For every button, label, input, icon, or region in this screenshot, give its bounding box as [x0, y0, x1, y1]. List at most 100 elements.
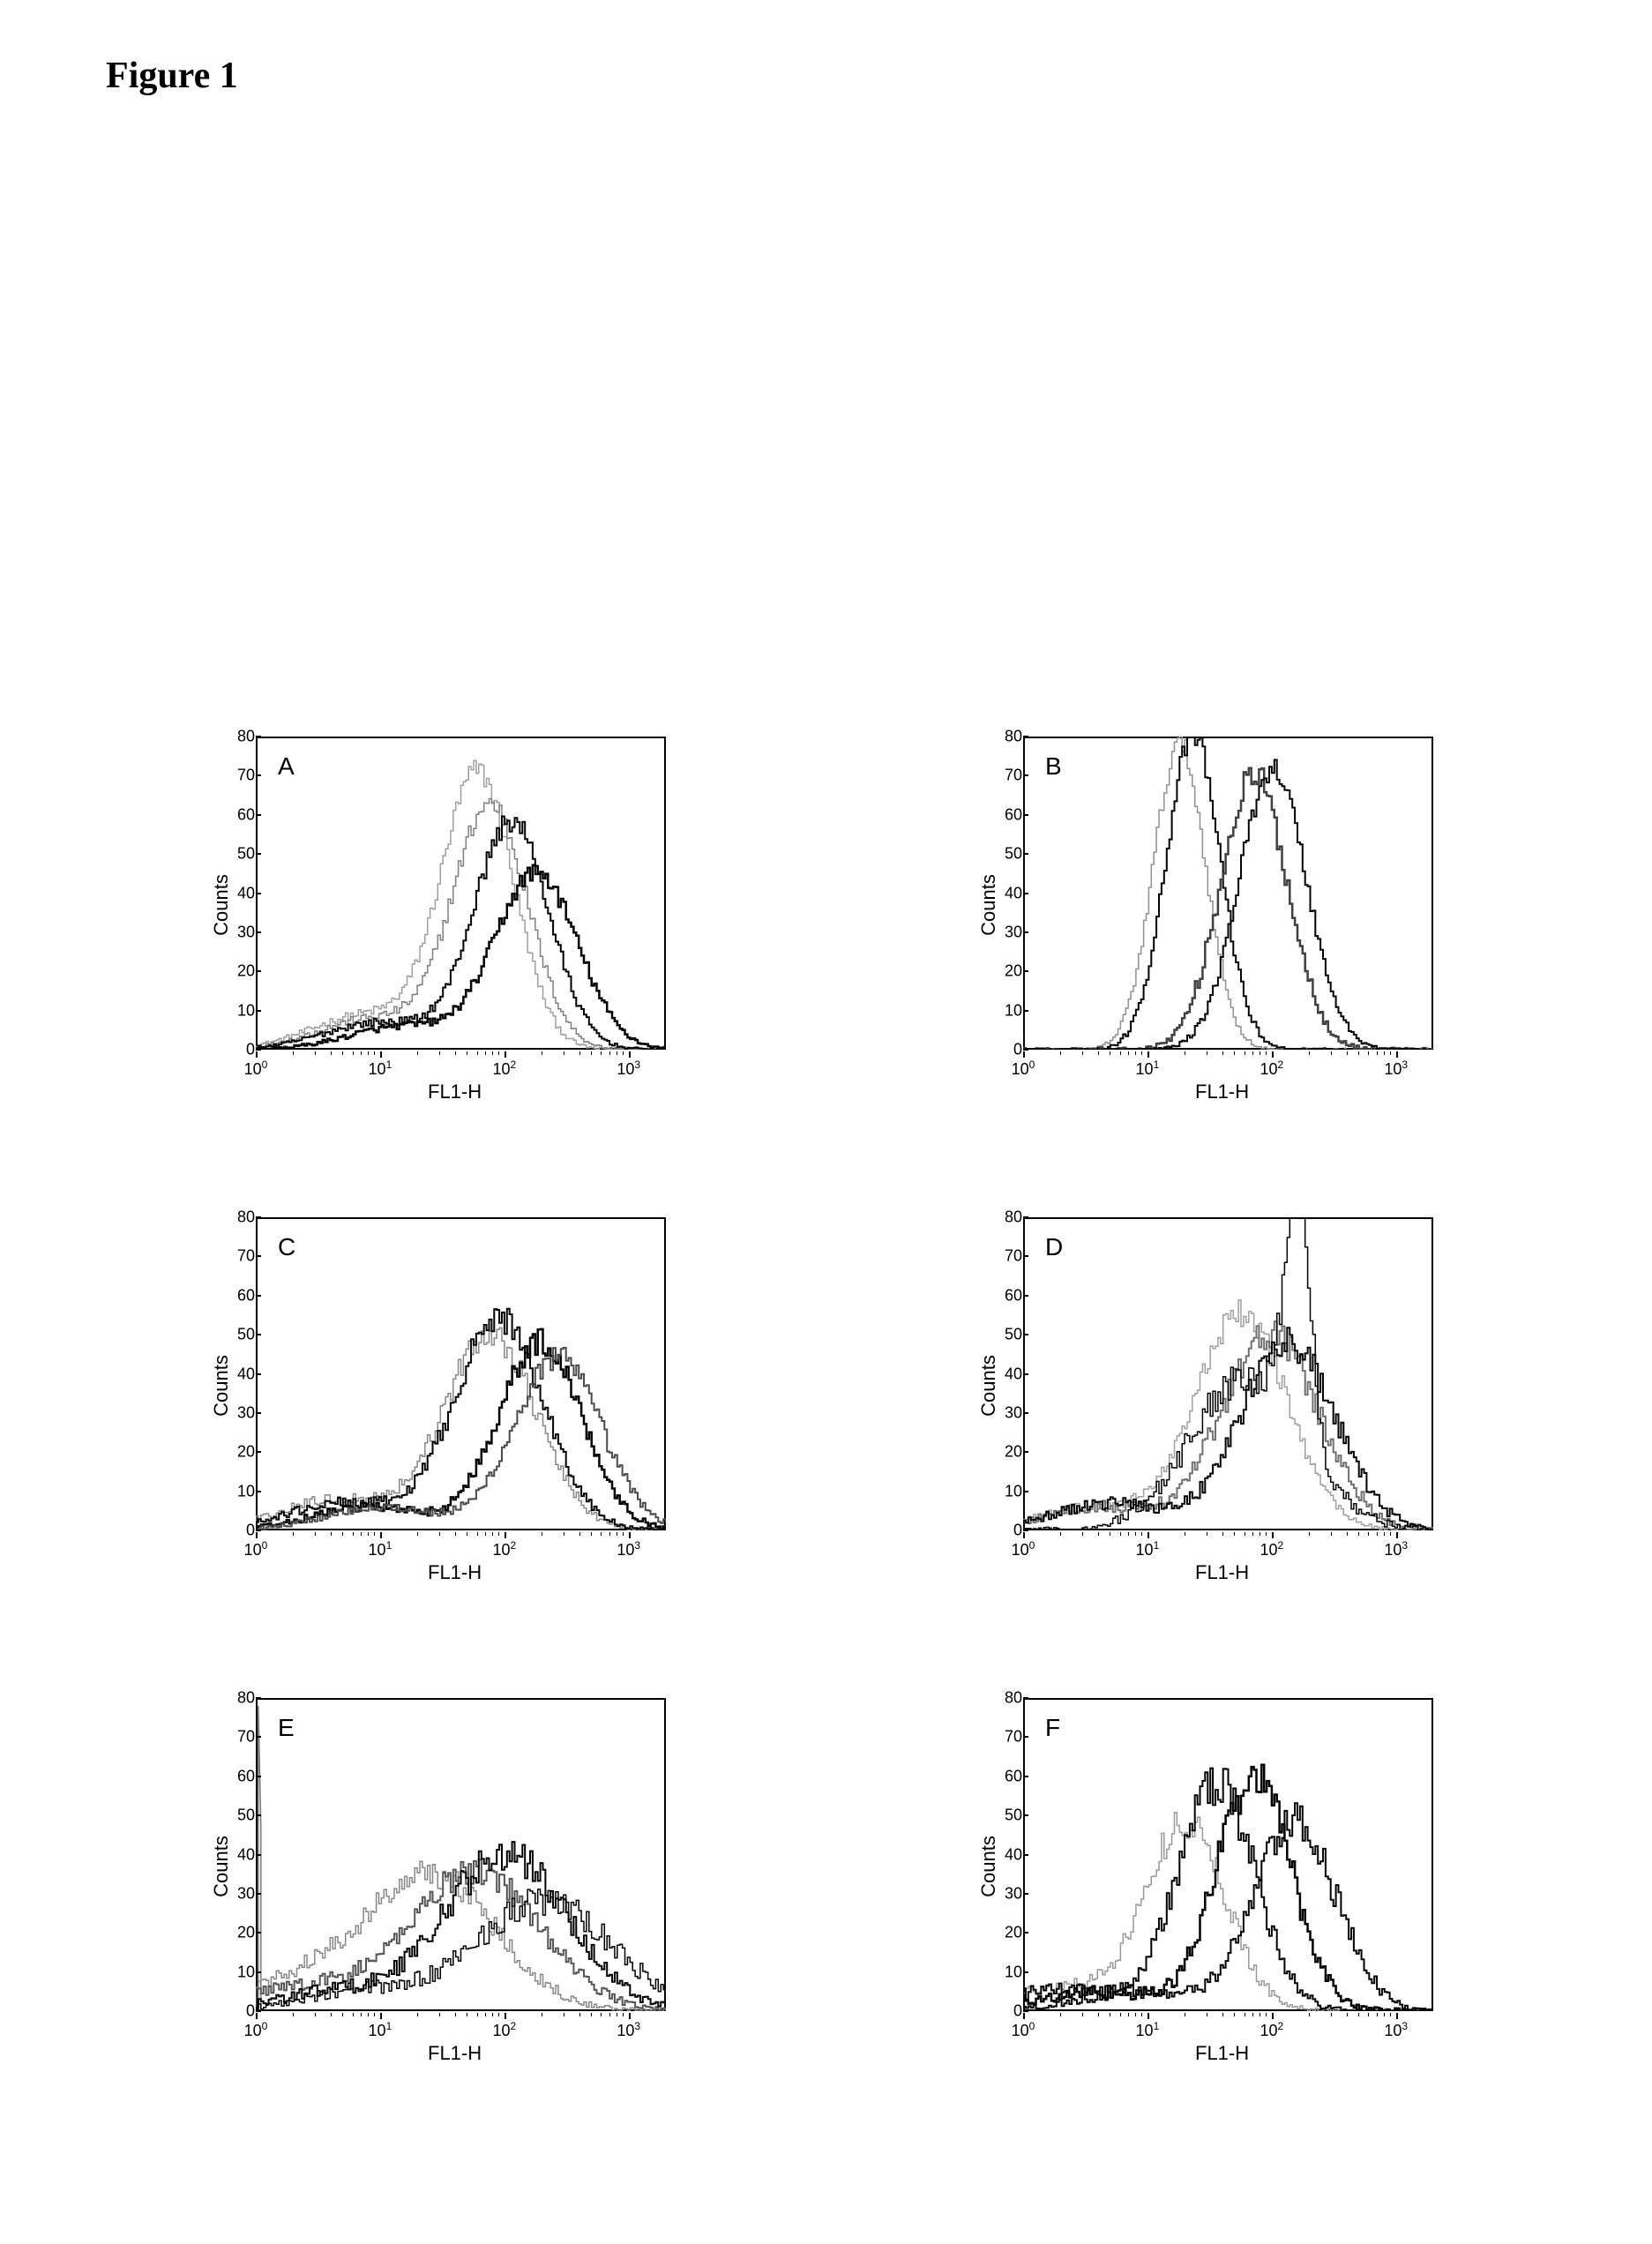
panel-a: ACountsFL1-H0102030405060708010010110210…	[198, 737, 692, 1133]
x-minor-tick	[1098, 2013, 1099, 2016]
histogram-svg	[256, 1217, 666, 1530]
x-tick-mark	[1396, 2013, 1398, 2019]
y-tick-mark	[1023, 1814, 1028, 1816]
x-minor-tick	[1331, 1532, 1332, 1536]
x-tick-mark	[629, 2013, 631, 2019]
x-minor-tick	[315, 1532, 316, 1536]
x-minor-tick	[1222, 1051, 1223, 1055]
x-minor-tick	[601, 1051, 602, 1055]
x-tick-label: 101	[1136, 1058, 1160, 1079]
x-minor-tick	[1331, 2013, 1332, 2016]
y-tick-mark	[256, 1010, 261, 1012]
y-tick-label: 0	[246, 1522, 255, 1540]
x-minor-tick	[477, 1532, 478, 1536]
x-minor-tick	[498, 1051, 499, 1055]
x-minor-tick	[485, 1051, 486, 1055]
y-tick-label: 60	[237, 805, 255, 824]
panel-letter: A	[278, 752, 295, 781]
y-tick-mark	[256, 853, 261, 855]
x-minor-tick	[293, 1051, 294, 1055]
y-tick-label: 30	[237, 923, 255, 941]
y-tick-mark	[1023, 1854, 1028, 1856]
x-minor-tick	[1358, 1532, 1359, 1536]
x-minor-tick	[623, 1532, 624, 1536]
y-tick-label: 50	[237, 1806, 255, 1825]
panel-f: FCountsFL1-H0102030405060708010010110210…	[966, 1698, 1460, 2095]
y-tick-mark	[1023, 1010, 1028, 1012]
x-minor-tick	[331, 2013, 332, 2016]
x-minor-tick	[361, 1051, 362, 1055]
y-tick-mark	[1023, 1736, 1028, 1738]
x-minor-tick	[1252, 1532, 1253, 1536]
x-axis-label: FL1-H	[428, 1561, 482, 1584]
y-tick-label: 20	[1005, 962, 1022, 981]
y-tick-label: 60	[1005, 1767, 1022, 1785]
x-minor-tick	[1135, 1532, 1136, 1536]
y-tick-label: 30	[237, 1403, 255, 1422]
x-minor-tick	[353, 1051, 354, 1055]
y-tick-mark	[256, 1854, 261, 1856]
y-tick-mark	[256, 1697, 261, 1699]
y-tick-mark	[256, 1295, 261, 1297]
y-tick-mark	[256, 1334, 261, 1335]
x-minor-tick	[601, 1532, 602, 1536]
x-tick-label: 100	[244, 2020, 268, 2040]
y-tick-label: 20	[237, 1443, 255, 1462]
x-minor-tick	[1384, 2013, 1385, 2016]
x-minor-tick	[609, 2013, 610, 2016]
x-tick-label: 103	[617, 1539, 640, 1560]
x-minor-tick	[1309, 1051, 1310, 1055]
x-minor-tick	[361, 2013, 362, 2016]
y-tick-mark	[256, 1530, 261, 1531]
y-ticks: 01020304050607080	[989, 1217, 1022, 1530]
x-tick-mark	[1396, 1051, 1398, 1058]
y-tick-mark	[256, 1893, 261, 1895]
y-tick-label: 0	[246, 1041, 255, 1059]
x-minor-tick	[498, 2013, 499, 2016]
x-minor-tick	[1234, 1051, 1235, 1055]
x-minor-tick	[1222, 2013, 1223, 2016]
x-minor-tick	[1347, 1532, 1348, 1536]
y-tick-mark	[1023, 1334, 1028, 1335]
y-tick-mark	[1023, 1216, 1028, 1218]
y-tick-label: 20	[237, 962, 255, 981]
y-tick-label: 70	[1005, 1728, 1022, 1747]
y-tick-label: 80	[237, 728, 255, 746]
y-tick-mark	[256, 736, 261, 737]
series-line	[1023, 1321, 1433, 1530]
y-ticks: 01020304050607080	[989, 737, 1022, 1050]
x-minor-tick	[361, 1532, 362, 1536]
y-tick-mark	[1023, 1412, 1028, 1414]
y-tick-label: 70	[237, 1728, 255, 1747]
x-minor-tick	[353, 1532, 354, 1536]
y-tick-mark	[256, 1216, 261, 1218]
histogram-svg	[1023, 1698, 1433, 2011]
x-tick-label: 102	[1260, 1058, 1283, 1079]
y-tick-label: 60	[1005, 1286, 1022, 1305]
x-minor-tick	[455, 2013, 456, 2016]
x-minor-tick	[1060, 2013, 1061, 2016]
x-minor-tick	[368, 1051, 369, 1055]
x-tick-label: 102	[1260, 1539, 1283, 1560]
y-tick-label: 50	[237, 1326, 255, 1344]
y-tick-mark	[1023, 1697, 1028, 1699]
x-minor-tick	[609, 1532, 610, 1536]
y-tick-label: 40	[1005, 1845, 1022, 1864]
x-minor-tick	[293, 2013, 294, 2016]
x-minor-tick	[591, 2013, 592, 2016]
y-tick-label: 40	[1005, 1365, 1022, 1383]
x-tick-label: 102	[492, 2020, 516, 2040]
x-minor-tick	[485, 2013, 486, 2016]
x-tick-label: 100	[1012, 1539, 1035, 1560]
x-tick-label: 101	[369, 2020, 392, 2040]
x-tick-label: 101	[369, 1539, 392, 1560]
x-tick-label: 102	[492, 1058, 516, 1079]
y-tick-mark	[1023, 774, 1028, 776]
y-tick-mark	[256, 814, 261, 816]
x-minor-tick	[1377, 1051, 1378, 1055]
y-tick-mark	[1023, 1932, 1028, 1934]
x-minor-tick	[1368, 1532, 1369, 1536]
panel-letter: C	[278, 1233, 295, 1261]
x-minor-tick	[455, 1051, 456, 1055]
x-minor-tick	[439, 1051, 440, 1055]
